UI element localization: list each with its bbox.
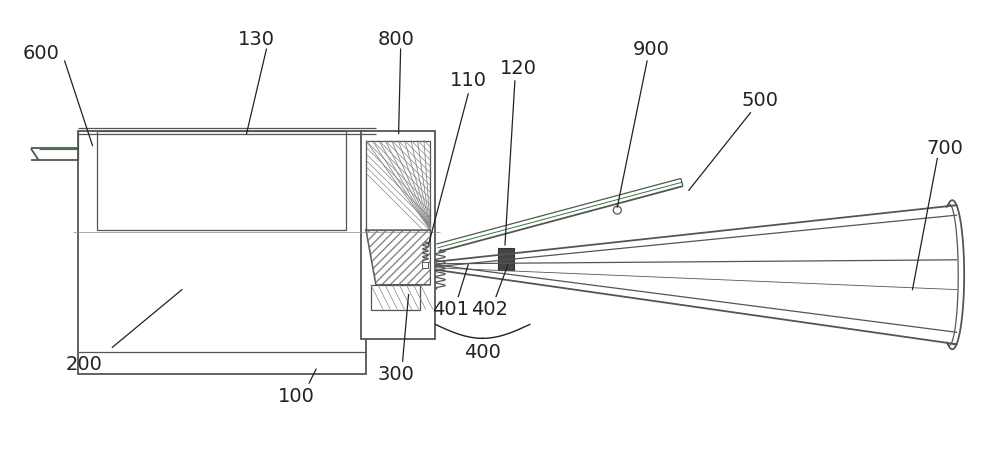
Text: 600: 600 bbox=[22, 44, 59, 63]
Text: 200: 200 bbox=[66, 354, 103, 374]
Text: 800: 800 bbox=[377, 30, 414, 49]
Bar bbox=[371, 285, 420, 310]
Text: 700: 700 bbox=[927, 139, 964, 158]
Text: 110: 110 bbox=[450, 71, 487, 90]
Text: 300: 300 bbox=[377, 365, 414, 384]
Bar bbox=[361, 131, 435, 339]
Text: 130: 130 bbox=[238, 30, 275, 49]
Text: 120: 120 bbox=[499, 60, 536, 78]
Text: 100: 100 bbox=[278, 387, 315, 407]
Bar bbox=[498, 248, 514, 270]
Text: 500: 500 bbox=[742, 91, 779, 110]
Bar bbox=[97, 131, 346, 230]
Text: 400: 400 bbox=[464, 343, 501, 362]
Bar bbox=[422, 262, 428, 268]
Bar bbox=[78, 131, 366, 374]
Text: 900: 900 bbox=[633, 39, 670, 59]
Text: 402: 402 bbox=[472, 300, 509, 319]
Text: 401: 401 bbox=[432, 300, 469, 319]
Bar bbox=[366, 141, 430, 230]
